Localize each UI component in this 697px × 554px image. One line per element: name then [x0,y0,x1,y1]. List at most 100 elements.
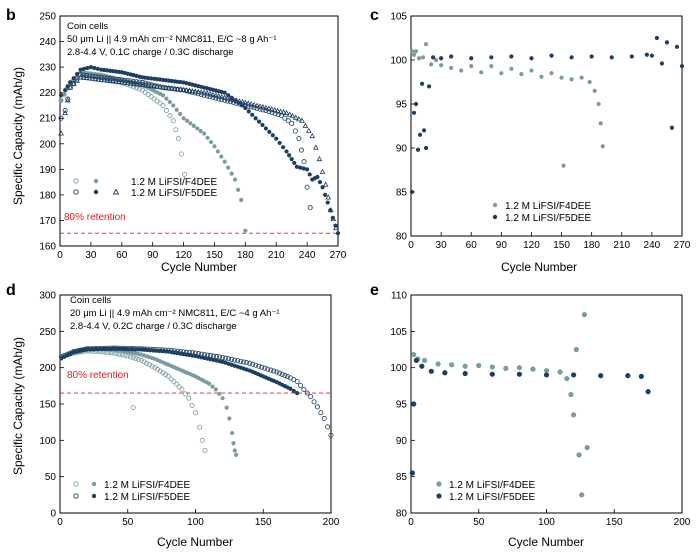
y-tick-label: 100 [390,56,407,67]
y-tick-label: 300 [39,291,56,302]
data-point [289,112,296,119]
data-point [139,81,146,87]
data-point [596,101,601,107]
data-point [98,74,104,80]
data-point [204,90,210,96]
data-point [568,391,574,398]
data-point [91,347,96,352]
legend-b: 1.2 M LiFSI/F4DEE 1.2 M LiFSI/F5DEE [73,177,217,199]
series-e-2 [409,357,651,476]
data-point [230,96,237,102]
data-point [423,145,429,151]
data-point [178,111,183,117]
data-point [101,77,107,83]
data-point [226,165,231,170]
data-point [625,373,631,379]
data-point [413,101,419,107]
data-point [315,174,320,180]
data-point [251,101,258,108]
legend-d: 1.2 M LiFSI/F4DEE 1.2 M LiFSI/F5DEE [73,480,190,503]
data-point [104,77,110,83]
data-point [669,125,675,130]
y-tick-label: 180 [39,190,56,201]
data-point [308,394,314,400]
data-point [107,77,113,83]
data-point [323,192,328,197]
data-point [121,346,126,352]
data-point [286,153,292,158]
data-point [307,205,313,211]
data-point [85,347,90,352]
data-point [92,65,97,71]
data-point [629,54,634,59]
legend-d-f4-filled-marker [91,481,97,487]
data-point [283,109,290,116]
x-tick-label: 240 [644,240,661,251]
data-point [489,64,494,69]
axes-b: 0 30 60 90 120 150 180 210 240 270 160 170 180 190 200… [39,12,346,262]
data-point [295,391,300,396]
legend-d-f5-filled-marker [91,493,97,499]
series-c-2 [409,35,685,195]
data-point [250,112,255,117]
data-point [319,168,326,174]
data-point [270,133,275,138]
data-point [649,53,654,58]
data-point [174,107,179,112]
data-point [232,177,238,182]
data-point [177,86,184,92]
data-point [256,363,262,369]
data-point [229,356,235,362]
data-point [584,445,590,451]
data-point [576,452,582,458]
data-point [459,68,464,73]
data-point [180,86,187,93]
data-point [224,405,229,410]
data-point [183,87,190,93]
data-point [539,74,544,79]
data-point [192,410,198,416]
y-tick-label: 240 [39,37,56,48]
legend-c: 1.2 M LiFSI/F4DEE 1.2 M LiFSI/F5DEE [492,201,591,224]
legend-c-f4-marker [492,202,498,208]
x-tick-label: 100 [538,517,555,528]
data-point [413,49,419,54]
data-point [269,110,275,116]
data-point [118,79,125,85]
data-point [282,115,288,121]
data-point [571,412,577,418]
data-point [195,88,202,94]
data-point [89,75,96,81]
series-e-1 [409,312,590,498]
legend-b-f4-filled-marker [93,178,99,184]
legend-d-f4-label: 1.2 M LiFSI/F4DEE [104,480,190,491]
data-point [74,77,81,83]
data-point [421,128,427,133]
data-point [78,67,83,72]
data-point [128,78,134,84]
data-point [167,113,173,119]
data-point [142,347,147,352]
data-point [292,128,298,134]
data-point [62,109,69,116]
data-point [296,116,302,122]
y-tick-label: 105 [390,327,407,338]
x-tick-label: 270 [674,240,691,251]
x-axis-label-d: Cycle Number [157,535,233,549]
data-point [282,373,288,379]
data-point [141,359,147,365]
data-point [206,381,212,386]
data-point [163,84,169,90]
data-point [549,71,554,76]
data-point [284,149,289,154]
data-point [218,93,225,100]
data-point [189,402,195,408]
data-point [314,404,320,410]
data-point [113,76,119,82]
y-tick-label: 50 [45,472,57,483]
x-tick-label: 210 [268,250,285,261]
data-point [564,375,570,382]
data-point [122,77,128,83]
x-tick-label: 100 [187,517,204,528]
legend-c-f4-label: 1.2 M LiFSI/F4DEE [505,201,591,212]
